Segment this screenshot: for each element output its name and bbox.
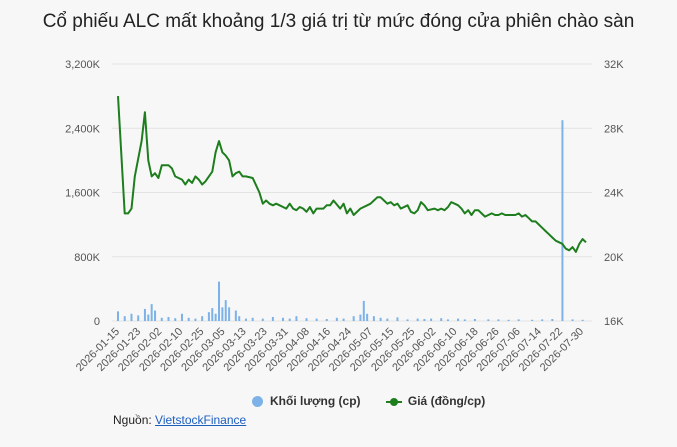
- left-axis-tick-label: 0: [94, 316, 100, 328]
- volume-bar: [295, 316, 298, 321]
- source-label: Nguồn:: [113, 413, 152, 427]
- volume-bar: [457, 318, 460, 321]
- volume-bar: [117, 311, 119, 321]
- volume-bar: [180, 313, 183, 321]
- volume-bar: [396, 317, 399, 321]
- volume-bar: [218, 281, 221, 321]
- volume-bar: [541, 319, 544, 321]
- legend: Khối lượng (cp) Giá (đồng/cp): [252, 394, 507, 410]
- volume-bar: [352, 316, 355, 321]
- volume-bar: [517, 319, 520, 321]
- volume-bar: [342, 318, 345, 321]
- chart-title: Cổ phiếu ALC mất khoảng 1/3 giá trị từ m…: [42, 11, 635, 32]
- volume-bar: [271, 316, 274, 321]
- volume-bar: [154, 310, 157, 321]
- legend-price-label: Giá (đồng/cp): [407, 394, 486, 408]
- volume-bar: [372, 316, 375, 321]
- volume-bar: [207, 312, 210, 321]
- volume-bar: [150, 304, 153, 321]
- source-note: Nguồn: VietstockFinance: [113, 413, 246, 427]
- right-axis-tick-label: 28K: [604, 123, 624, 135]
- volume-bar: [305, 318, 308, 321]
- volume-bar: [406, 319, 409, 321]
- volume-bar: [187, 317, 190, 321]
- volume-bar: [251, 317, 254, 321]
- volume-bar: [359, 314, 362, 321]
- volume-bar: [167, 316, 170, 321]
- volume-bar: [224, 300, 227, 321]
- volume-bar: [430, 318, 433, 321]
- volume-bar: [174, 318, 177, 321]
- volume-bar: [335, 317, 338, 321]
- volume-bar: [228, 307, 231, 321]
- volume-bar: [379, 317, 382, 321]
- volume-bar: [581, 319, 584, 321]
- legend-item-volume[interactable]: Khối lượng (cp): [252, 394, 361, 408]
- price-line: [117, 96, 587, 253]
- volume-bar: [201, 316, 204, 321]
- volume-bar: [143, 308, 146, 321]
- volume-bar: [531, 319, 534, 321]
- volume-bar: [238, 316, 241, 321]
- volume-bar: [507, 319, 510, 321]
- volume-bar: [160, 317, 163, 321]
- volume-bar: [561, 120, 564, 321]
- right-axis-tick-label: 24K: [604, 188, 624, 200]
- volume-bar: [244, 318, 247, 321]
- volume-bar: [221, 307, 224, 321]
- volume-bar: [366, 313, 369, 321]
- volume-bar: [234, 310, 237, 321]
- left-axis-tick-label: 2,400K: [65, 123, 101, 135]
- left-axis-tick-label: 1,600K: [65, 188, 101, 200]
- legend-item-price[interactable]: Giá (đồng/cp): [385, 394, 486, 408]
- volume-bar: [446, 319, 449, 321]
- volume-bar: [315, 318, 318, 321]
- volume-bar: [423, 318, 426, 321]
- volume-bar: [214, 313, 217, 321]
- volume-bar: [211, 308, 214, 321]
- left-axis-tick-label: 800K: [74, 252, 100, 264]
- volume-bar: [325, 318, 328, 321]
- right-axis-tick-label: 32K: [604, 59, 624, 71]
- volume-bar: [137, 315, 140, 321]
- left-axis-tick-label: 3,200K: [65, 59, 101, 71]
- legend-price-swatch: [385, 396, 402, 407]
- volume-bar: [440, 318, 443, 321]
- volume-bar: [261, 318, 264, 321]
- volume-bar: [497, 319, 500, 321]
- right-axis-tick-label: 20K: [604, 252, 624, 264]
- source-link[interactable]: VietstockFinance: [155, 413, 247, 427]
- legend-volume-swatch: [252, 395, 263, 407]
- volume-bar: [386, 318, 389, 321]
- volume-bar: [123, 316, 126, 321]
- volume-bar: [463, 319, 466, 321]
- volume-bar: [487, 319, 490, 321]
- volume-bar: [362, 300, 365, 321]
- volume-bar: [281, 317, 284, 321]
- volume-bar: [473, 318, 476, 321]
- volume-bar: [416, 318, 419, 321]
- legend-volume-label: Khối lượng (cp): [270, 394, 361, 408]
- volume-bar: [571, 319, 574, 321]
- volume-bar: [130, 313, 133, 321]
- volume-bar: [194, 318, 197, 321]
- volume-bar: [288, 318, 291, 321]
- volume-bar: [551, 318, 554, 321]
- volume-bar: [147, 314, 150, 321]
- right-axis-tick-label: 16K: [604, 316, 624, 328]
